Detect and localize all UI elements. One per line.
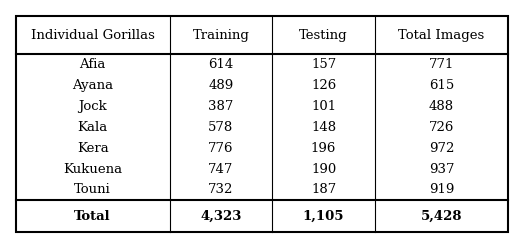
Text: Individual Gorillas: Individual Gorillas	[31, 29, 155, 42]
Text: Kera: Kera	[77, 142, 108, 155]
Text: Afia: Afia	[80, 58, 106, 71]
Text: Kala: Kala	[78, 121, 108, 134]
Text: 972: 972	[429, 142, 454, 155]
Text: 776: 776	[208, 142, 234, 155]
Text: 157: 157	[311, 58, 336, 71]
Text: 488: 488	[429, 100, 454, 113]
Text: 578: 578	[209, 121, 234, 134]
Text: Touni: Touni	[74, 183, 111, 197]
Text: 615: 615	[429, 79, 454, 92]
Text: 101: 101	[311, 100, 336, 113]
Text: 614: 614	[209, 58, 234, 71]
Text: 747: 747	[208, 163, 234, 176]
Text: 771: 771	[429, 58, 454, 71]
Text: 5,428: 5,428	[421, 210, 462, 223]
Text: 190: 190	[311, 163, 336, 176]
Text: 1,105: 1,105	[303, 210, 344, 223]
Text: 187: 187	[311, 183, 336, 197]
Text: Kukuena: Kukuena	[63, 163, 122, 176]
Text: 726: 726	[429, 121, 454, 134]
Text: 919: 919	[429, 183, 454, 197]
Text: 732: 732	[208, 183, 234, 197]
Text: 489: 489	[209, 79, 234, 92]
Text: Total: Total	[74, 210, 111, 223]
Text: Total Images: Total Images	[398, 29, 485, 42]
Text: Jock: Jock	[78, 100, 107, 113]
Text: Ayana: Ayana	[72, 79, 113, 92]
Text: 937: 937	[429, 163, 454, 176]
Text: 126: 126	[311, 79, 336, 92]
Text: 4,323: 4,323	[200, 210, 242, 223]
Text: 196: 196	[311, 142, 336, 155]
Text: Testing: Testing	[299, 29, 348, 42]
Text: 387: 387	[208, 100, 234, 113]
Text: Training: Training	[192, 29, 249, 42]
Text: 148: 148	[311, 121, 336, 134]
